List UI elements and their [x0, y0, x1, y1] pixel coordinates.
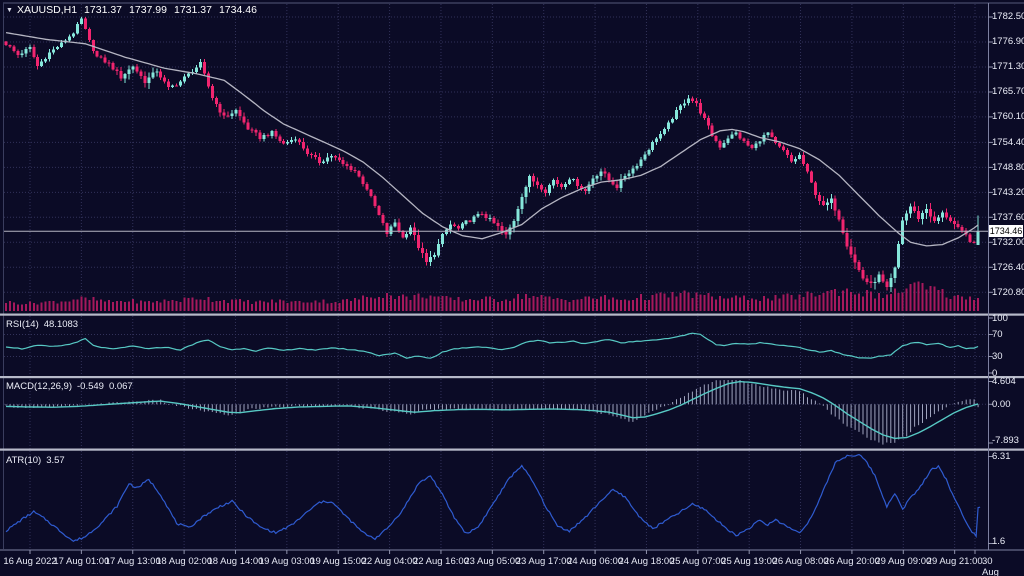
macd-scale-label: 0.00	[992, 398, 1011, 410]
price-tick-label: 1720.80	[992, 286, 1024, 298]
price-tick-label: 1776.90	[992, 36, 1024, 48]
macd-signal-line	[5, 380, 979, 440]
time-tick-label: 26 Aug 08:00	[772, 556, 829, 567]
time-tick-label: 29 Aug 09:00	[875, 556, 932, 567]
collapse-indicator-icon[interactable]: ▼	[6, 7, 13, 14]
macd-signal-value: 0.067	[108, 381, 133, 392]
panel-separator[interactable]	[0, 313, 1024, 316]
time-axis[interactable]: 16 Aug 2022 17 Aug 01:00 17 Aug 13:00 18 Au…	[0, 556, 1024, 576]
time-tick-label: 18 Aug 14:00	[207, 556, 264, 567]
rsi-name: RSI(14)	[6, 319, 39, 330]
price-tick-label: 1765.70	[992, 86, 1024, 98]
time-tick-label: 22 Aug 16:00	[412, 556, 469, 567]
macd-main-value: -0.549	[77, 381, 104, 392]
macd-name: MACD(12,26,9)	[6, 381, 72, 392]
symbol-timeframe: XAUUSD,H1	[16, 4, 78, 16]
macd-label: MACD(12,26,9) -0.549 0.067	[6, 381, 138, 392]
price-tick-label: 1771.30	[992, 61, 1024, 73]
rsi-scale-label: 0	[992, 367, 998, 379]
panel-separator[interactable]	[0, 448, 1024, 451]
price-tick-label: 1726.40	[992, 261, 1024, 273]
price-tick-label: 1754.40	[992, 136, 1024, 148]
time-tick-label: 19 Aug 15:00	[310, 556, 367, 567]
rsi-scale-label: 30	[992, 351, 1003, 362]
time-tick-label: 17 Aug 01:00	[53, 556, 110, 567]
time-tick-label: 24 Aug 18:00	[618, 556, 675, 567]
price-tick-label: 1782.50	[992, 11, 1024, 23]
time-tick-label: 25 Aug 19:00	[721, 556, 778, 567]
time-tick-label: 22 Aug 04:00	[361, 556, 418, 567]
time-tick-label: 18 Aug 02:00	[156, 556, 213, 567]
current-price-badge: 1734.46	[989, 224, 1023, 237]
time-tick-label: 16 Aug 2022	[3, 556, 57, 567]
atr-scale-label: 6.31	[992, 451, 1011, 462]
time-tick-label: 30 Aug 10:00	[982, 556, 999, 576]
low-value: 1731.37	[173, 4, 212, 16]
atr-line	[5, 453, 981, 543]
candles	[4, 16, 980, 292]
rsi-scale-label: 100	[992, 312, 1008, 324]
atr-scale-label: 1.6	[992, 536, 1006, 547]
price-tick-label: 1760.10	[992, 111, 1024, 123]
rsi-label: RSI(14) 48.1083	[6, 319, 83, 330]
open-value: 1731.37	[84, 4, 123, 16]
time-tick-label: 19 Aug 03:00	[258, 556, 315, 567]
time-tick-label: 26 Aug 20:00	[823, 556, 880, 567]
time-tick-label: 29 Aug 21:00	[926, 556, 983, 567]
price-tick-label: 1743.20	[992, 186, 1024, 198]
high-value: 1737.99	[129, 4, 167, 16]
rsi-scale-label: 70	[992, 329, 1003, 340]
price-tick-label: 1748.80	[992, 161, 1024, 173]
rsi-line	[5, 332, 979, 359]
price-tick-label: 1737.60	[992, 211, 1024, 223]
time-tick-label: 23 Aug 05:00	[464, 556, 521, 567]
panel-separator[interactable]	[0, 376, 1024, 379]
atr-label: ATR(10) 3.57	[6, 455, 70, 466]
axis-ticks	[29, 16, 993, 554]
time-tick-label: 17 Aug 13:00	[104, 556, 161, 567]
macd-histogram	[5, 380, 979, 445]
chart-title: ▼ XAUUSD,H1 1731.37 1737.99 1731.37 1734.46	[6, 5, 257, 16]
rsi-value: 48.1083	[43, 319, 79, 330]
time-tick-label: 25 Aug 07:00	[669, 556, 726, 567]
moving-average-line	[5, 31, 979, 247]
price-tick-label: 1732.00	[992, 236, 1024, 248]
time-tick-label: 24 Aug 06:00	[567, 556, 624, 567]
macd-scale-label: 4.604	[992, 376, 1016, 387]
atr-value: 3.57	[46, 455, 65, 466]
volume-histogram	[5, 281, 980, 311]
close-value: 1734.46	[218, 4, 257, 16]
atr-name: ATR(10)	[6, 455, 42, 466]
time-tick-label: 23 Aug 17:00	[515, 556, 572, 567]
macd-scale-label: -7.893	[992, 435, 1019, 446]
